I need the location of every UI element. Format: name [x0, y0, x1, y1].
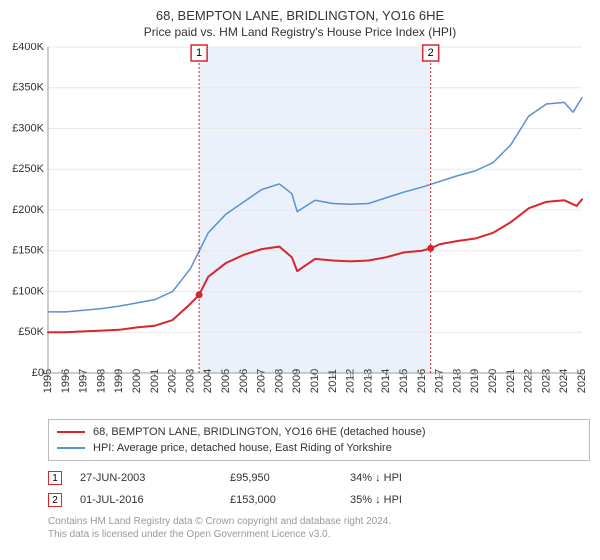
x-tick-label: 2017: [434, 369, 446, 393]
transaction-date: 27-JUN-2003: [80, 472, 230, 484]
legend-swatch: [57, 431, 85, 433]
x-tick-label: 1997: [78, 369, 90, 393]
marker-label: 2: [428, 47, 434, 59]
transaction-marker: 1: [48, 471, 62, 485]
x-tick-label: 2025: [576, 369, 588, 393]
x-tick-label: 2016: [416, 369, 428, 393]
y-tick-label: £300K: [12, 122, 44, 134]
x-tick-label: 2024: [558, 369, 570, 393]
legend-row: HPI: Average price, detached house, East…: [57, 440, 581, 456]
transaction-row: 1 27-JUN-2003£95,95034% ↓ HPI: [48, 467, 590, 489]
x-tick-label: 2002: [167, 369, 179, 393]
y-tick-label: £350K: [12, 82, 44, 94]
x-tick-label: 2010: [309, 369, 321, 393]
x-tick-label: 2009: [291, 369, 303, 393]
chart-title: 68, BEMPTON LANE, BRIDLINGTON, YO16 6HE: [0, 0, 600, 23]
x-tick-label: 2019: [469, 369, 481, 393]
y-tick-label: £100K: [12, 285, 44, 297]
x-tick-label: 2012: [345, 369, 357, 393]
line-chart-svg: £0£50K£100K£150K£200K£250K£300K£350K£400…: [10, 43, 590, 417]
footer-line-2: This data is licensed under the Open Gov…: [48, 528, 590, 541]
x-tick-label: 1999: [113, 369, 125, 393]
x-tick-label: 2003: [184, 369, 196, 393]
x-tick-label: 2000: [131, 369, 143, 393]
legend-swatch: [57, 447, 85, 449]
transaction-diff: 35% ↓ HPI: [350, 494, 470, 506]
legend-label: 68, BEMPTON LANE, BRIDLINGTON, YO16 6HE …: [93, 426, 426, 438]
footer-attribution: Contains HM Land Registry data © Crown c…: [48, 515, 590, 541]
y-tick-label: £50K: [18, 326, 44, 338]
x-tick-label: 2004: [202, 369, 214, 393]
transaction-diff: 34% ↓ HPI: [350, 472, 470, 484]
marker-dot: [427, 245, 434, 252]
transactions-table: 1 27-JUN-2003£95,95034% ↓ HPI 2 01-JUL-2016…: [48, 467, 590, 511]
chart-subtitle: Price paid vs. HM Land Registry's House …: [0, 23, 600, 43]
x-tick-label: 2007: [256, 369, 268, 393]
x-tick-label: 2014: [380, 369, 392, 393]
transaction-marker: 2: [48, 493, 62, 507]
footer-line-1: Contains HM Land Registry data © Crown c…: [48, 515, 590, 528]
x-tick-label: 2001: [149, 369, 161, 393]
y-tick-label: £250K: [12, 163, 44, 175]
transaction-price: £153,000: [230, 494, 350, 506]
legend-label: HPI: Average price, detached house, East…: [93, 442, 392, 454]
x-tick-label: 2022: [523, 369, 535, 393]
chart-area: £0£50K£100K£150K£200K£250K£300K£350K£400…: [10, 43, 590, 417]
marker-dot: [196, 291, 203, 298]
transaction-row: 2 01-JUL-2016£153,00035% ↓ HPI: [48, 489, 590, 511]
x-tick-label: 2018: [451, 369, 463, 393]
y-tick-label: £150K: [12, 245, 44, 257]
y-tick-label: £200K: [12, 204, 44, 216]
x-tick-label: 2015: [398, 369, 410, 393]
x-tick-label: 2006: [238, 369, 250, 393]
x-tick-label: 2005: [220, 369, 232, 393]
x-tick-label: 2008: [273, 369, 285, 393]
y-tick-label: £400K: [12, 43, 44, 53]
legend: 68, BEMPTON LANE, BRIDLINGTON, YO16 6HE …: [48, 419, 590, 461]
x-tick-label: 1996: [60, 369, 72, 393]
x-tick-label: 2020: [487, 369, 499, 393]
x-tick-label: 1998: [95, 369, 107, 393]
x-tick-label: 2023: [540, 369, 552, 393]
marker-label: 1: [196, 47, 202, 59]
price-chart-container: { "title": "68, BEMPTON LANE, BRIDLINGTO…: [0, 0, 600, 560]
transaction-date: 01-JUL-2016: [80, 494, 230, 506]
x-tick-label: 2021: [505, 369, 517, 393]
transaction-price: £95,950: [230, 472, 350, 484]
x-tick-label: 2013: [362, 369, 374, 393]
legend-row: 68, BEMPTON LANE, BRIDLINGTON, YO16 6HE …: [57, 424, 581, 440]
